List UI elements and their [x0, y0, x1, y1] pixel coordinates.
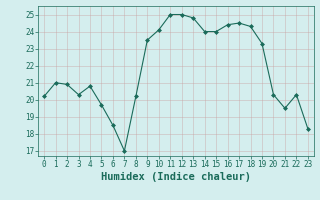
X-axis label: Humidex (Indice chaleur): Humidex (Indice chaleur)	[101, 172, 251, 182]
